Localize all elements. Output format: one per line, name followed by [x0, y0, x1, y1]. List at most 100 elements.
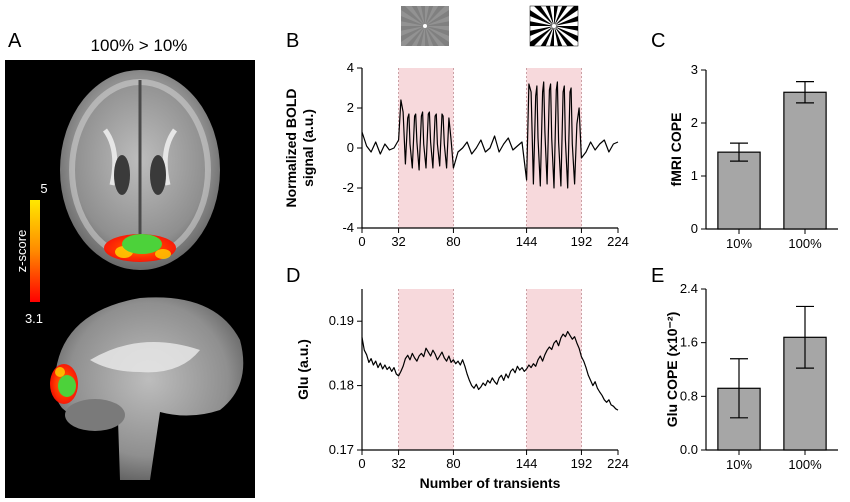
checkerboard-wedge [550, 26, 554, 46]
x-tick-label: 192 [571, 234, 593, 249]
y-axis-label: fMRI COPE [668, 113, 684, 187]
checkerboard-wedge [530, 26, 554, 36]
x-tick-label: 224 [607, 456, 629, 471]
y-tick-label: 1.6 [680, 335, 698, 350]
x-tick-label: 10% [726, 236, 752, 251]
panel-letter-b: B [286, 30, 299, 52]
checkerboard-wedge [425, 16, 449, 26]
panel-letter-a: A [8, 30, 22, 52]
x-tick-label: 0 [358, 234, 365, 249]
x-tick-label: 224 [607, 234, 629, 249]
y-axis-label-line-1: Normalized BOLD [283, 88, 299, 207]
x-tick-label: 144 [516, 234, 538, 249]
y-tick-label: 2.4 [680, 281, 698, 296]
y-tick-label: 2 [691, 115, 698, 130]
panel-a: A 100% > 10% 5 z-score 3.1 [5, 30, 255, 498]
checkerboard-wedge [554, 6, 578, 26]
checkerboard-wedge [530, 21, 554, 26]
panel-d: D 0 32 80 144 192 224 0.17 0.18 0.19 Glu (a.u.) Nu… [286, 265, 629, 491]
x-tick-label: 80 [446, 234, 460, 249]
checkerboard-wedge [530, 9, 554, 26]
y-tick-label: 2 [347, 100, 354, 115]
y-tick-label: -4 [342, 220, 354, 235]
x-axis-label: Number of transients [420, 475, 561, 491]
checkerboard-wedge [425, 6, 439, 26]
checkerboard-wedge [411, 26, 425, 46]
colorbar-gradient [30, 200, 40, 302]
series-line-1 [361, 330, 619, 411]
colorbar-min-label: 3.1 [25, 311, 43, 326]
y-tick-label: 0.19 [329, 313, 354, 328]
checkerboard-wedge [425, 26, 445, 46]
checkerboard-wedge [545, 6, 554, 26]
glu-cope-bar-chart: 0.0 0.8 1.6 2.4 10% 100% Glu COPE (x10⁻²) [664, 281, 838, 472]
series-line-1 [361, 81, 619, 189]
checkerboard-wedge [540, 26, 554, 46]
x-tick-label: 80 [446, 456, 460, 471]
x-tick-label: 100% [788, 236, 822, 251]
y-tick-label: 4 [347, 60, 354, 75]
fmri-cope-bar-chart: 0 1 2 3 10% 100% fMRI COPE [668, 62, 838, 251]
y-tick-label: 0.18 [329, 378, 354, 393]
y-axis-label: Glu (a.u.) [295, 339, 311, 400]
sagittal-brain-slice [50, 297, 244, 480]
x-tick-label: 32 [391, 234, 405, 249]
panel-b: B 0 32 80 144 192 224 -4 -2 0 2 4 Normalized BOLD si… [283, 5, 629, 249]
colorbar-max-label: 5 [40, 181, 47, 196]
low-contrast-stimulus-icon [401, 6, 449, 46]
y-tick-label: 0 [347, 140, 354, 155]
checkerboard-wedge [554, 26, 578, 31]
y-tick-label: 1 [691, 168, 698, 183]
y-axis-label-line-2: signal (a.u.) [300, 109, 316, 187]
panel-letter-c: C [651, 30, 665, 52]
checkerboard-wedge [401, 26, 425, 46]
checkerboard-wedge [534, 6, 554, 26]
axial-roi-mask [122, 234, 162, 254]
checkerboard-wedge [425, 6, 449, 26]
y-axis-label: Glu COPE (x10⁻²) [664, 312, 680, 428]
checkerboard-wedge [401, 21, 425, 26]
checkerboard-wedge [405, 6, 425, 26]
panel-letter-e: E [651, 265, 664, 287]
panel-a-title: 100% > 10% [91, 36, 188, 55]
checkerboard-wedge [425, 26, 434, 46]
checkerboard-wedge [401, 26, 425, 36]
y-tick-label: 0.17 [329, 442, 354, 457]
bar-100pct [783, 91, 827, 230]
y-tick-label: -2 [342, 180, 354, 195]
checkerboard-wedge [416, 6, 425, 26]
checkerboard-wedge [554, 6, 558, 26]
panel-c: C 0 1 2 3 10% 100% fMRI COPE [651, 30, 838, 251]
checkerboard-wedge [425, 26, 449, 43]
high-contrast-stimulus-icon [529, 5, 579, 47]
colorbar-label: z-score [14, 230, 29, 273]
x-tick-label: 100% [788, 457, 822, 472]
checkerboard-wedge [554, 6, 568, 26]
colorbar: 5 z-score 3.1 [14, 181, 48, 326]
x-tick-label: 192 [571, 456, 593, 471]
axial-brain-slice [60, 70, 220, 270]
checkerboard-wedge [554, 26, 563, 46]
x-tick-label: 144 [516, 456, 538, 471]
x-tick-label: 0 [358, 456, 365, 471]
checkerboard-wedge [401, 9, 425, 26]
bold-signal-chart: 0 32 80 144 192 224 -4 -2 0 2 4 Normalized BOLD sign… [283, 60, 629, 249]
y-tick-label: 0.0 [680, 442, 698, 457]
sagittal-roi-mask [58, 375, 76, 397]
y-tick-label: 0 [691, 221, 698, 236]
panel-letter-d: D [286, 265, 300, 287]
glutamate-chart: 0 32 80 144 192 224 0.17 0.18 0.19 Glu (a.u.) Numb… [295, 289, 629, 491]
stimulation-block-2 [526, 289, 582, 450]
checkerboard-wedge [554, 16, 578, 26]
bar-10pct [717, 151, 761, 230]
checkerboard-wedge [425, 26, 449, 31]
y-tick-label: 0.8 [680, 388, 698, 403]
checkerboard-wedge [554, 26, 578, 43]
checkerboard-wedge [425, 6, 429, 26]
panel-e: E 0.0 0.8 1.6 2.4 10% 100% Glu COPE (x10⁻²) [651, 265, 838, 472]
checkerboard-wedge [530, 26, 554, 46]
stimulation-block-1 [398, 289, 454, 450]
x-tick-label: 32 [391, 456, 405, 471]
y-tick-label: 3 [691, 62, 698, 77]
